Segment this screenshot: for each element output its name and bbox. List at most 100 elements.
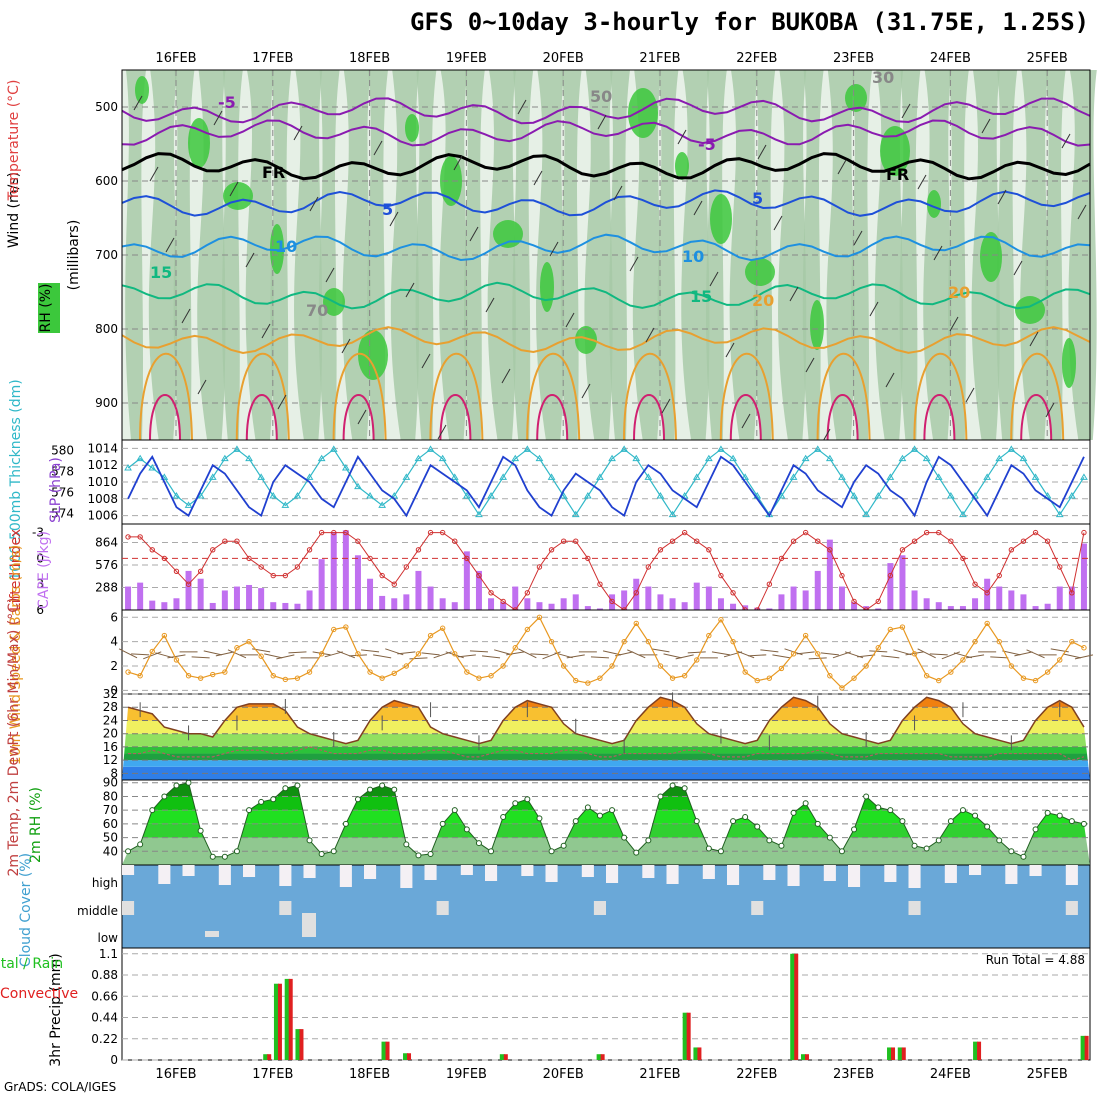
chart-title: GFS 0~10day 3-hourly for BUKOBA (31.75E,… (410, 8, 1090, 36)
cloud-high (303, 865, 316, 878)
thickness-point (462, 492, 471, 499)
date-label-bottom: 17FEB (252, 1067, 293, 1082)
cape-bar (282, 602, 289, 610)
wind-barb (773, 215, 783, 231)
surface-wind-barb (965, 654, 985, 659)
wind-barb (565, 312, 575, 328)
li-point (391, 581, 397, 587)
li-point (960, 555, 966, 562)
surface-wind-barb (167, 654, 186, 659)
precip-bar-total (403, 1053, 409, 1060)
li-point (343, 529, 349, 536)
li-point (669, 538, 676, 544)
wind-speed-point (560, 663, 567, 669)
rh-point (657, 793, 664, 800)
surface-wind-barb (917, 648, 936, 659)
wind-barb (997, 189, 1007, 205)
wind-speed-point (645, 638, 652, 645)
thickness-point (729, 454, 737, 462)
thickness-point (523, 445, 532, 452)
li-point (718, 572, 724, 579)
rh-point (572, 818, 579, 825)
warm-isotherm (149, 394, 181, 441)
li-point (996, 572, 1002, 579)
precip-tick: 0 (110, 1053, 118, 1067)
surface-wind-barb (276, 654, 295, 660)
temp-tick: 20 (103, 727, 118, 741)
rh-point (488, 848, 495, 855)
temp-tick: 12 (103, 753, 118, 767)
cape-bar (125, 586, 132, 610)
rh-point (669, 782, 676, 789)
wind-speed-point (899, 624, 906, 630)
precip-bar-convective (503, 1054, 508, 1060)
surface-wind-barb (1002, 650, 1021, 656)
rh-point (173, 782, 180, 789)
precip-bar-convective (407, 1053, 412, 1060)
rh-point (947, 818, 954, 825)
temp-tick: 32 (103, 687, 118, 701)
contour-label: -5 (698, 135, 716, 154)
thickness-point (426, 445, 435, 452)
wind-barb (965, 387, 975, 403)
date-label-bottom: 20FEB (543, 1067, 584, 1082)
warm-isotherm (139, 352, 193, 441)
wind-barb (901, 103, 911, 119)
surface-wind-barb (288, 651, 307, 654)
rh-point (826, 834, 833, 841)
li-point (573, 538, 579, 544)
li-point (197, 568, 204, 574)
rh-point (584, 804, 591, 811)
rh-band (851, 70, 872, 440)
wind-speed-point (222, 669, 228, 675)
cape-bar (403, 594, 410, 610)
cape-bar (294, 603, 301, 610)
li-point (439, 529, 446, 536)
wind-speed-point (948, 669, 954, 675)
temp-band (122, 760, 1090, 767)
li-point (923, 529, 930, 536)
contour-label: 5 (752, 189, 763, 208)
thickness-point (571, 510, 580, 518)
precip-bar-total (596, 1054, 602, 1060)
precip-bar-total (273, 983, 279, 1060)
slp-axis-label: SLP (hPa) (48, 457, 64, 523)
rh-point (379, 782, 386, 789)
wind-axis-label: 10m Wind Speed & Barbs (m/s) (8, 545, 24, 765)
thickness-point (366, 492, 374, 499)
precip-tick: 0.88 (91, 968, 118, 982)
rh-moist-patch (493, 220, 523, 248)
wind-speed-point (464, 669, 470, 675)
wind-barb (149, 166, 159, 182)
cape-bar (439, 598, 446, 610)
cape-bar (1056, 586, 1063, 610)
warm-isotherm (245, 394, 278, 441)
li-point (185, 581, 192, 587)
thickness-point (257, 473, 266, 480)
wind-barb (357, 409, 367, 425)
wind-speed-point (524, 626, 531, 633)
wind-speed-point (331, 626, 337, 633)
legend-rain: Total / Rain (0, 956, 63, 972)
surface-wind-barb (421, 652, 440, 656)
wind-barb (693, 200, 703, 216)
rh-point (730, 818, 737, 825)
precip-bar-total (897, 1047, 903, 1060)
thickness-axis-label: 1000-500mb Thickness (dm) (8, 379, 24, 580)
surface-wind-barb (627, 649, 646, 659)
rh-moist-patch (810, 300, 824, 350)
cloud-low (205, 931, 219, 937)
warm-isotherm (719, 352, 774, 441)
surface-wind-barb (215, 651, 234, 657)
wind-speed-point (694, 657, 700, 663)
rh-point (342, 820, 349, 827)
date-label-top: 25FEB (1027, 51, 1068, 66)
slp-tick: 1008 (87, 492, 118, 506)
surface-wind-barb (373, 654, 392, 659)
thickness-point (378, 501, 387, 508)
run-total: Run Total = 4.88 (986, 953, 1085, 967)
surface-wind-barb (1026, 649, 1045, 659)
li-tick: 3 (36, 577, 44, 591)
thickness-point (838, 473, 846, 480)
cape-bar (536, 602, 543, 610)
